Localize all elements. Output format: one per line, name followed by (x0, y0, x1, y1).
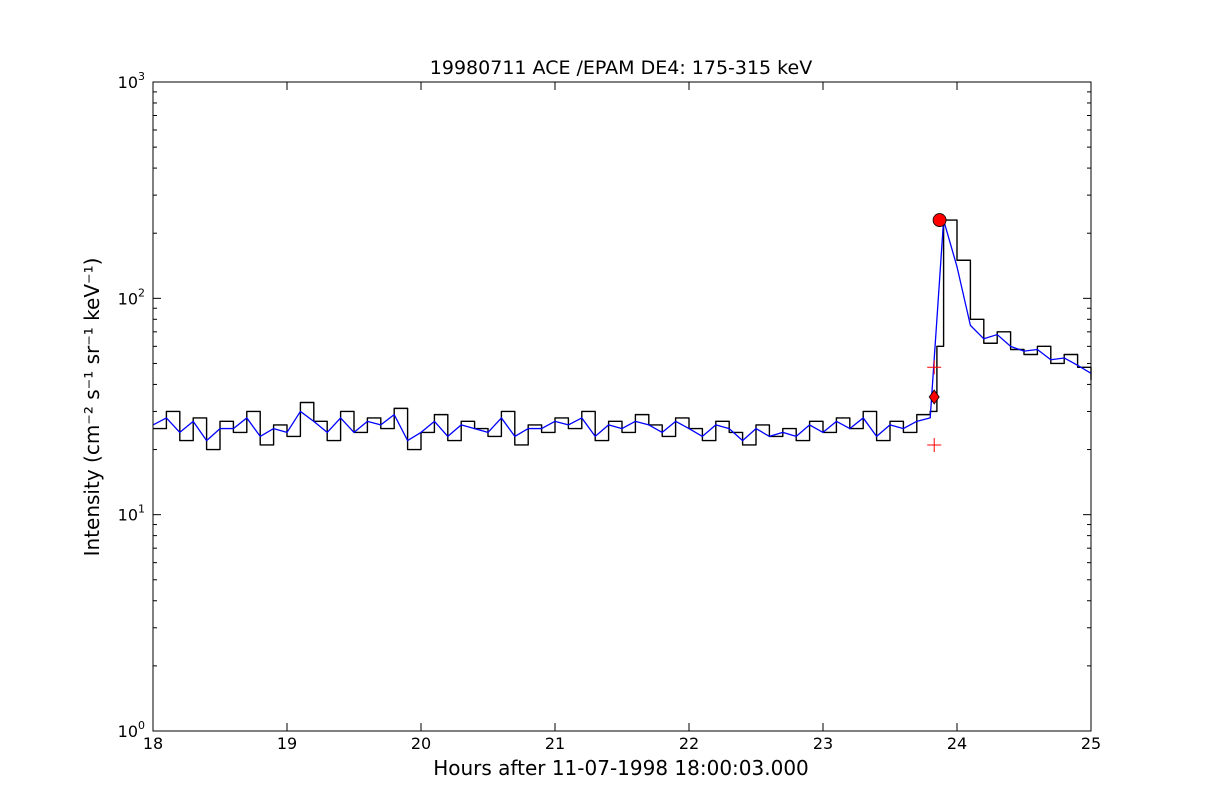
x-tick-label: 21 (545, 734, 565, 753)
x-tick-label: 24 (947, 734, 967, 753)
series-line-1 (153, 219, 1092, 451)
axes: 18 19 20 21 22 23 24 25 100 101 102 103 (118, 70, 1102, 753)
plot-area (152, 213, 1092, 452)
x-tick-label: 25 (1081, 734, 1101, 753)
x-tick-label: 22 (679, 734, 699, 753)
x-tick-label: 23 (813, 734, 833, 753)
plus-marker-4 (927, 437, 942, 452)
chart-title: 19980711 ACE /EPAM DE4: 175-315 keV (430, 57, 812, 79)
y-tick-label: 101 (118, 503, 145, 525)
plus-marker-3 (927, 360, 942, 375)
series-line-2 (152, 219, 1092, 442)
x-axis-label: Hours after 11-07-1998 18:00:03.000 (433, 756, 809, 780)
y-axis-label: Intensity (cm⁻² s⁻¹ sr⁻¹ keV⁻¹) (80, 258, 104, 557)
x-tick-label: 19 (277, 734, 297, 753)
peak-marker (932, 213, 947, 227)
x-tick-label: 20 (411, 734, 431, 753)
y-tick-label: 102 (118, 286, 145, 308)
onset-marker (928, 389, 940, 405)
plot-frame (152, 81, 1092, 732)
y-tick-label: 103 (118, 70, 145, 92)
x-tick-label: 18 (143, 734, 163, 753)
y-tick-label: 100 (118, 719, 145, 741)
